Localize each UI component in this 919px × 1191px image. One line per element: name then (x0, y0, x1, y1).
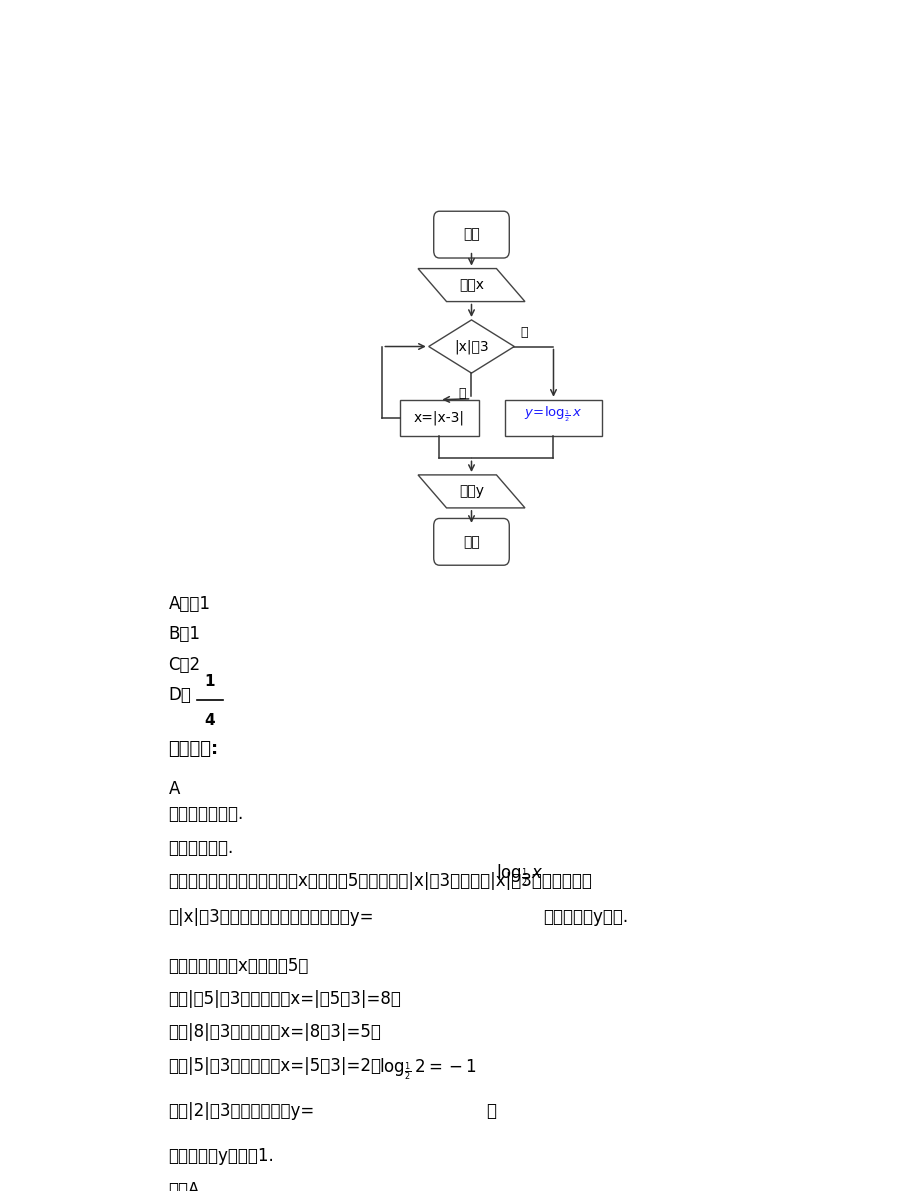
Text: ．: ． (485, 1102, 495, 1120)
Text: 是: 是 (458, 387, 465, 400)
FancyBboxPatch shape (433, 518, 509, 566)
Text: 分析：框图输入框中首先输入x的值为－5，然后判断|x|与3的大小，|x|＞3，执行循环体: 分析：框图输入框中首先输入x的值为－5，然后判断|x|与3的大小，|x|＞3，执… (168, 872, 592, 890)
Bar (505, 400, 601, 436)
Polygon shape (428, 320, 514, 373)
Polygon shape (417, 475, 525, 507)
Text: C．2: C．2 (168, 655, 200, 674)
Text: 判断|2|＞3不成立，执行y=: 判断|2|＞3不成立，执行y= (168, 1102, 314, 1120)
Text: x=|x-3|: x=|x-3| (414, 411, 464, 425)
Text: 否: 否 (519, 326, 527, 339)
Text: 参考答案:: 参考答案: (168, 741, 219, 759)
Text: 故选A.: 故选A. (168, 1180, 205, 1191)
Text: |x|＞3: |x|＞3 (454, 339, 488, 354)
Text: 结束: 结束 (462, 535, 480, 549)
Text: 判断|8|＞3成立，执行x=|8－3|=5；: 判断|8|＞3成立，执行x=|8－3|=5； (168, 1023, 381, 1041)
Text: 4: 4 (204, 713, 215, 729)
Text: 输出y: 输出y (459, 485, 483, 498)
Text: $y\!=\!\log_{\frac{1}{2}}x$: $y\!=\!\log_{\frac{1}{2}}x$ (524, 405, 582, 424)
Text: 输入x: 输入x (459, 278, 483, 292)
Text: 专题：图表型.: 专题：图表型. (168, 838, 233, 856)
FancyBboxPatch shape (433, 211, 509, 258)
Text: A: A (168, 780, 179, 798)
Text: $\log_{\frac{1}{2}}x$: $\log_{\frac{1}{2}}x$ (496, 862, 543, 888)
Bar (400, 400, 478, 436)
Text: 判断|5|＞3成立，执行x=|5－3|=2；: 判断|5|＞3成立，执行x=|5－3|=2； (168, 1056, 381, 1074)
Text: $\log_{\frac{1}{2}}2=-1$: $\log_{\frac{1}{2}}2=-1$ (379, 1056, 476, 1081)
Text: 解答：解：输入x的值为－5，: 解答：解：输入x的值为－5， (168, 956, 309, 974)
Polygon shape (417, 268, 525, 301)
Text: A．－1: A．－1 (168, 596, 210, 613)
Text: 开始: 开始 (462, 227, 480, 242)
Text: 1: 1 (204, 674, 215, 690)
Text: D．: D． (168, 686, 191, 704)
Text: 所以输出的y值是－1.: 所以输出的y值是－1. (168, 1147, 274, 1165)
Text: B．1: B．1 (168, 625, 200, 643)
Text: 判断|－5|＞3成立，执行x=|－5－3|=8；: 判断|－5|＞3成立，执行x=|－5－3|=8； (168, 990, 401, 1008)
Text: ，然后输出y的值.: ，然后输出y的值. (542, 909, 628, 927)
Text: ，|x|＞3不成立时跳出循环，执行运算y=: ，|x|＞3不成立时跳出循环，执行运算y= (168, 909, 373, 927)
Text: 考点：程序框图.: 考点：程序框图. (168, 805, 244, 823)
